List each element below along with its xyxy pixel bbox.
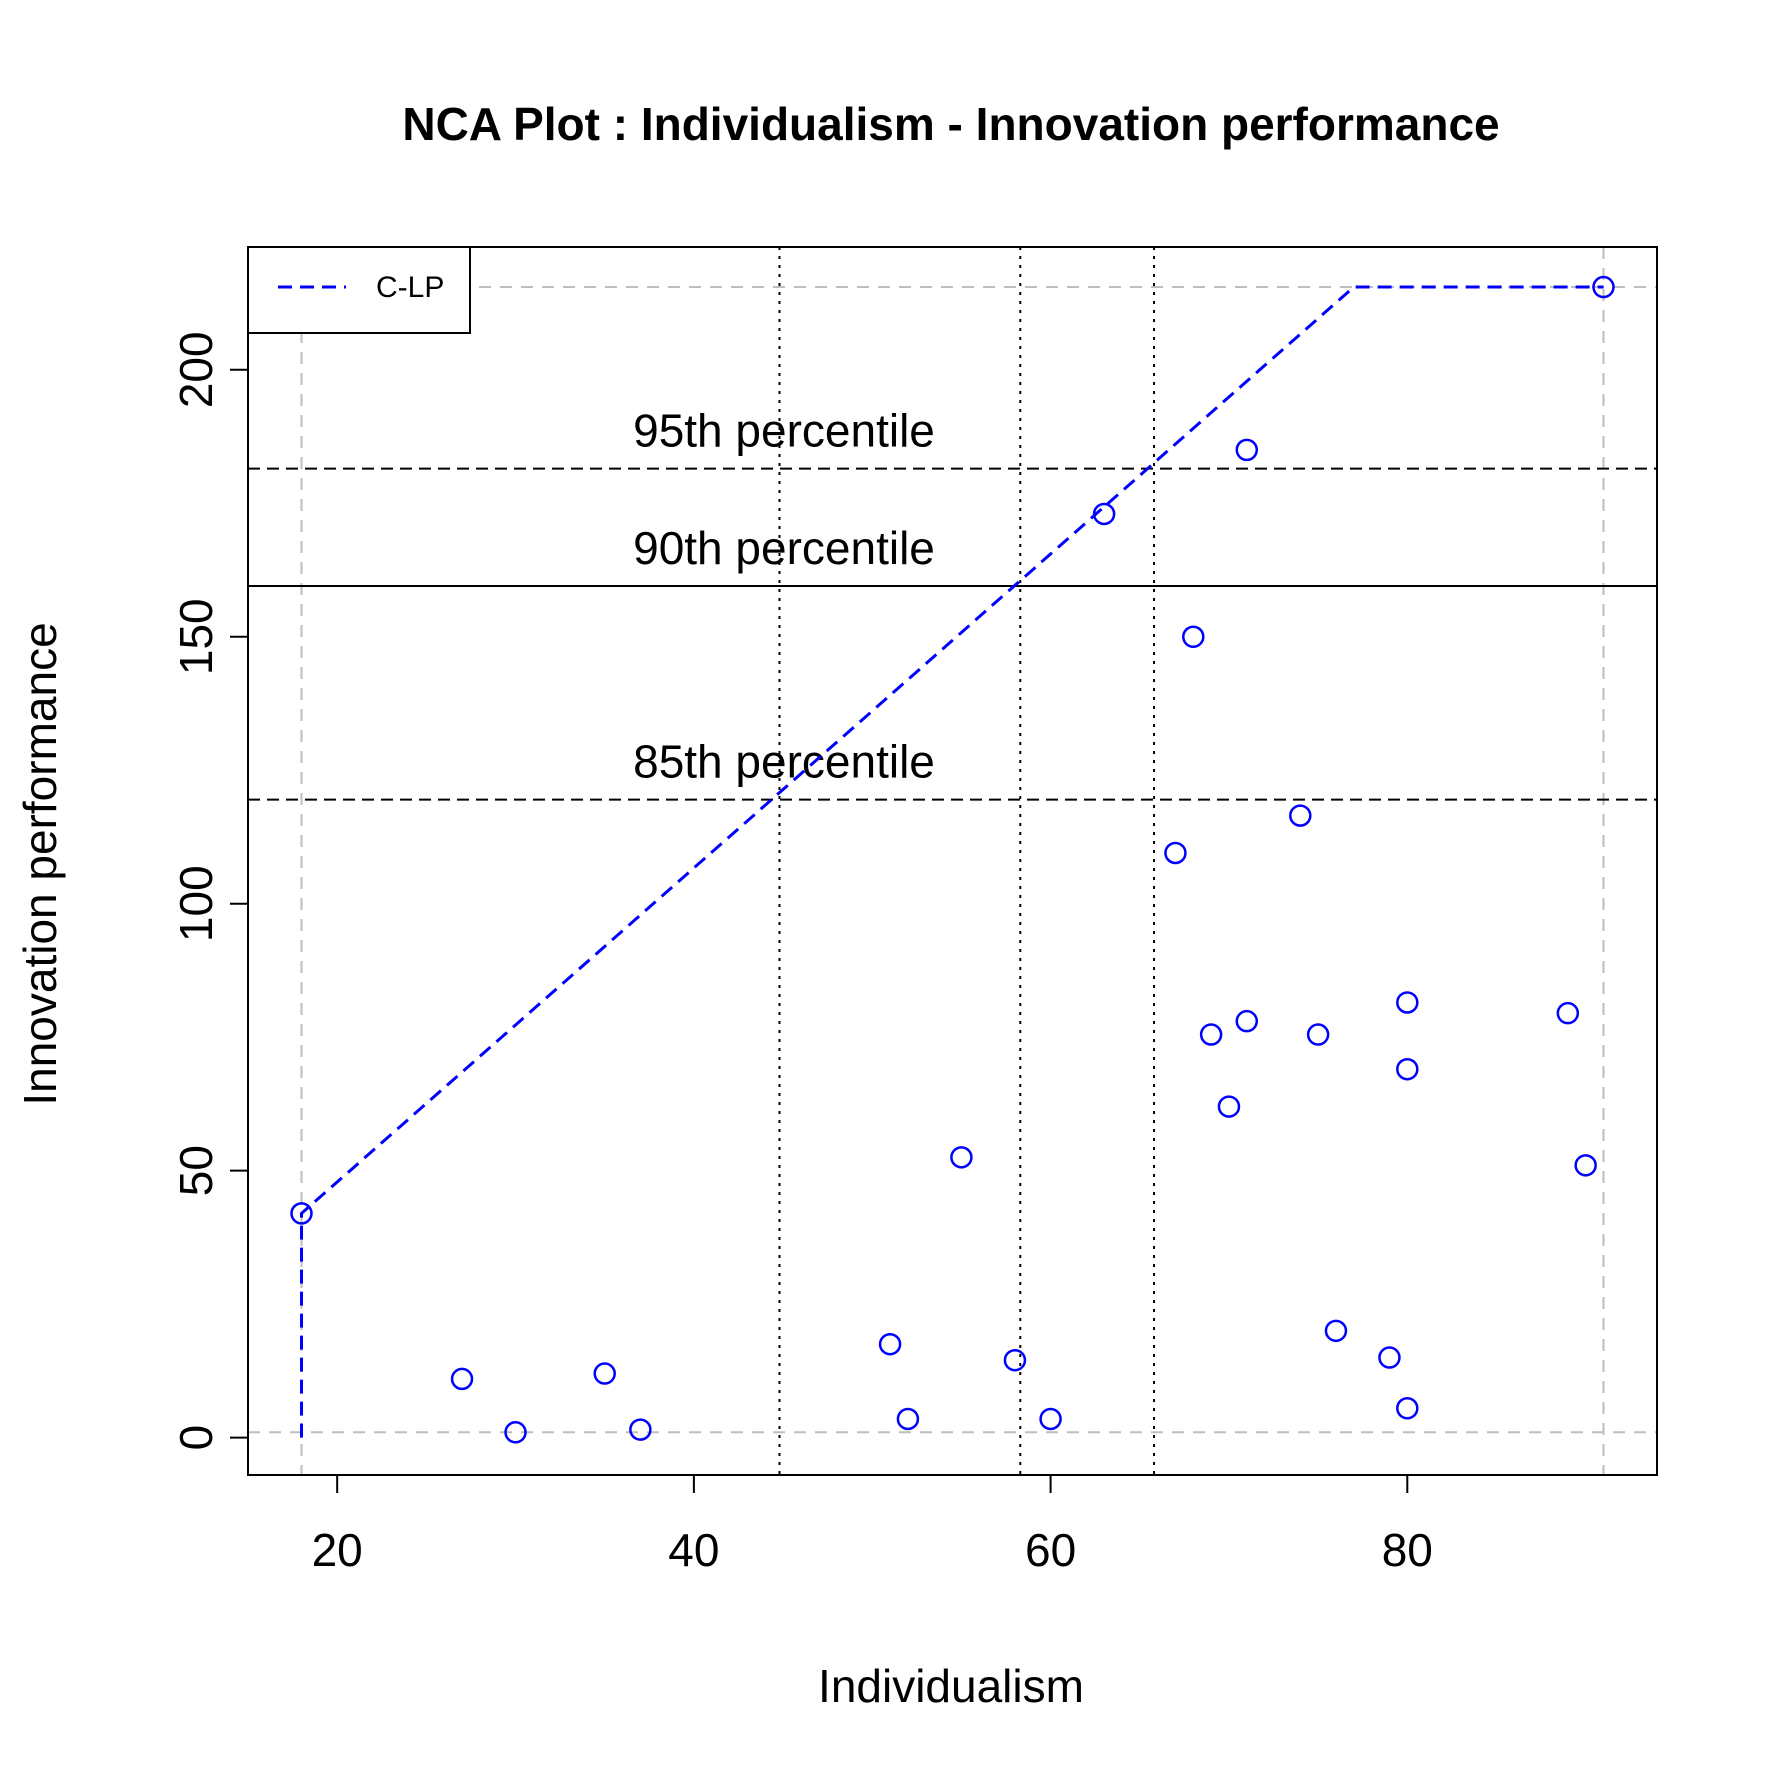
- x-tick-label-3: 80: [1382, 1524, 1433, 1576]
- y-tick-label-0: 0: [170, 1425, 222, 1451]
- x-tick-label-0: 20: [312, 1524, 363, 1576]
- x-tick-label-2: 60: [1025, 1524, 1076, 1576]
- percentile-label-1: 90th percentile: [633, 522, 935, 574]
- data-point-10: [1092, 502, 1116, 526]
- plot-inner: 95th percentile 90th percentile 85th perce…: [248, 247, 1657, 1475]
- data-point-22: [1396, 1057, 1419, 1081]
- data-point-17: [1289, 804, 1312, 827]
- data-point-11: [1164, 841, 1187, 865]
- data-point-14: [1217, 1095, 1241, 1118]
- data-point-8: [1003, 1348, 1027, 1372]
- data-point-18: [1306, 1023, 1330, 1046]
- data-point-7: [950, 1146, 973, 1169]
- percentile-label-2: 85th percentile: [633, 736, 935, 788]
- x-axis-label: Individualism: [818, 1660, 1084, 1712]
- data-point-5: [878, 1332, 902, 1356]
- data-point-6: [896, 1407, 920, 1431]
- data-point-16: [1235, 1009, 1259, 1033]
- ceiling-line-clp: [300, 285, 1604, 1438]
- y-tick-label-2: 100: [170, 865, 222, 942]
- chart-title: NCA Plot : Individualism - Innovation pe…: [402, 98, 1499, 150]
- data-point-9: [1039, 1407, 1062, 1431]
- y-axis-label: Innovation performance: [14, 622, 66, 1105]
- data-point-21: [1396, 991, 1419, 1014]
- data-point-4: [629, 1418, 652, 1441]
- legend: C-LP: [247, 246, 471, 334]
- y-tick-label-1: 50: [170, 1145, 222, 1196]
- data-point-20: [1378, 1346, 1401, 1369]
- data-point-25: [1574, 1154, 1597, 1177]
- y-tick-label-3: 150: [170, 598, 222, 675]
- x-tick-label-1: 40: [668, 1524, 719, 1576]
- data-point-24: [1556, 1001, 1580, 1025]
- y-tick-label-4: 200: [170, 331, 222, 408]
- data-point-19: [1324, 1319, 1348, 1343]
- data-point-23: [1396, 1397, 1419, 1420]
- data-point-15: [1235, 438, 1259, 462]
- data-point-2: [504, 1421, 527, 1444]
- legend-label-clp: C-LP: [376, 271, 444, 304]
- data-point-26: [1592, 275, 1615, 299]
- plot-area: 95th percentile 90th percentile 85th perce…: [170, 246, 1658, 1576]
- data-point-13: [1199, 1023, 1223, 1046]
- data-point-0: [290, 1202, 313, 1225]
- data-point-3: [593, 1362, 616, 1385]
- data-point-1: [450, 1367, 474, 1391]
- data-point-12: [1182, 625, 1205, 649]
- percentile-label-0: 95th percentile: [633, 405, 935, 457]
- plot-frame: [247, 246, 1658, 1476]
- legend-box: [247, 246, 471, 334]
